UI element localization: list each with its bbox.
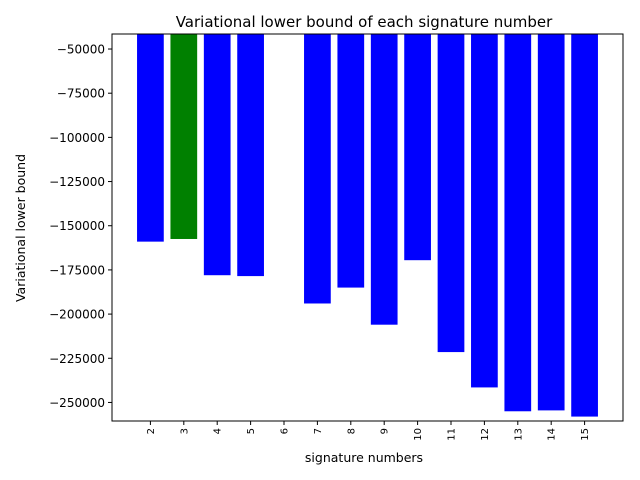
bar-11 <box>437 34 465 353</box>
x-axis-label: signature numbers <box>305 450 423 465</box>
y-tick-label: −225000 <box>49 352 105 366</box>
x-tick-label-4: 4 <box>213 428 224 434</box>
y-axis-label: Variational lower bound <box>13 154 28 302</box>
plot-frame <box>111 33 624 422</box>
y-tick-label: −100000 <box>49 131 105 145</box>
x-tick-label-8: 8 <box>346 428 357 434</box>
chart-title: Variational lower bound of each signatur… <box>176 13 553 31</box>
bar-group <box>137 34 598 417</box>
y-tick-label: −200000 <box>49 308 105 322</box>
x-tick-label-7: 7 <box>313 428 324 434</box>
bar-13 <box>504 34 532 412</box>
y-tick-label: −250000 <box>49 396 105 410</box>
x-tick-label-11: 11 <box>446 428 457 441</box>
y-tick-label: −125000 <box>49 175 105 189</box>
y-tick-label: −75000 <box>57 87 105 101</box>
x-tick-label-14: 14 <box>547 428 558 441</box>
x-tick-label-9: 9 <box>380 428 391 434</box>
bar-8 <box>337 34 365 288</box>
y-tick-label: −175000 <box>49 263 105 277</box>
bar-12 <box>471 34 498 388</box>
x-tick-label-10: 10 <box>413 428 424 441</box>
x-tick-label-2: 2 <box>146 428 157 434</box>
bar-10 <box>404 34 431 261</box>
y-tick-label: −150000 <box>49 219 105 233</box>
bar-7 <box>304 34 331 304</box>
bar-15 <box>571 34 598 417</box>
bar-3 <box>170 34 198 239</box>
x-tick-label-6: 6 <box>280 428 291 434</box>
bar-4 <box>203 34 231 276</box>
x-tick-label-15: 15 <box>580 428 591 441</box>
x-tick-label-13: 13 <box>513 428 524 441</box>
y-axis: −50000 −75000 −100000 −125000 −150000 −175000… <box>49 43 112 410</box>
bar-14 <box>537 34 565 411</box>
x-tick-label-12: 12 <box>480 428 491 441</box>
bar-2 <box>137 34 164 242</box>
x-tick-label-3: 3 <box>179 428 190 434</box>
y-tick-label: −50000 <box>57 43 105 57</box>
x-tick-label-5: 5 <box>246 428 257 434</box>
bar-5 <box>237 34 264 277</box>
x-axis: 2 3 4 5 6 7 8 9 10 11 12 13 14 15 <box>146 421 591 441</box>
bar-9 <box>370 34 398 325</box>
